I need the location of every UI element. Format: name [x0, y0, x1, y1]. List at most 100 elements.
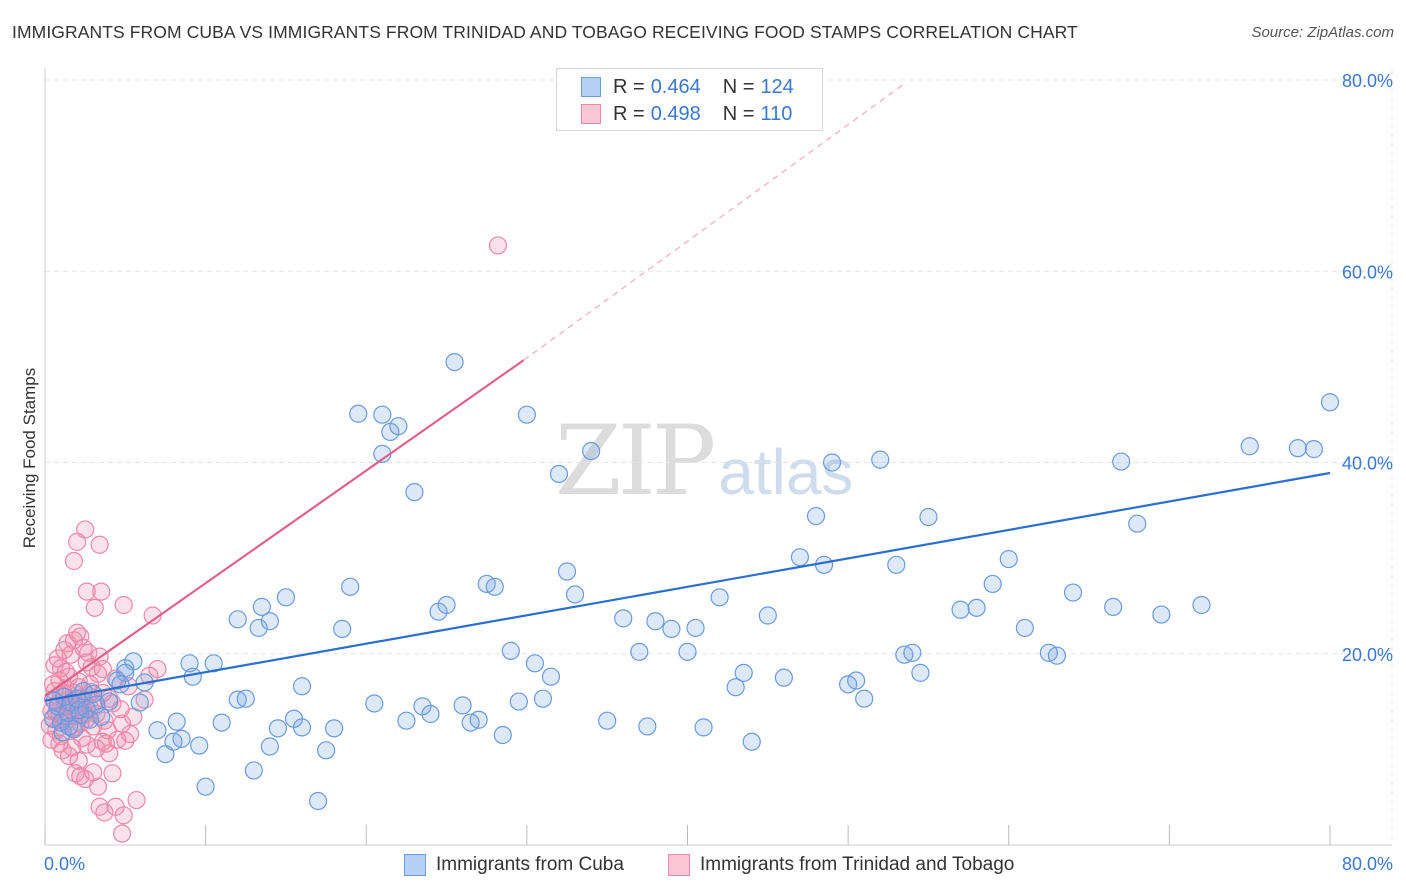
cuba-point — [130, 693, 149, 712]
cuba-point — [847, 671, 866, 690]
cuba-point — [557, 562, 577, 581]
cuba-point — [260, 737, 279, 756]
cuba-point — [967, 598, 986, 617]
tt-point — [79, 643, 98, 662]
cuba-point — [1128, 514, 1147, 533]
tt-point — [68, 532, 87, 551]
cuba-point — [333, 619, 352, 638]
tt-point — [88, 777, 108, 796]
cuba-point — [308, 791, 328, 811]
cuba-point — [525, 654, 545, 673]
cuba-point — [509, 692, 528, 711]
cuba-point — [249, 618, 268, 638]
cuba-point — [758, 606, 777, 625]
tt-points — [40, 236, 508, 843]
cuba-point — [260, 612, 279, 631]
cuba-point — [92, 707, 111, 726]
cuba-point — [806, 506, 826, 526]
legend-swatch-tt — [668, 854, 690, 876]
cuba-point — [1288, 439, 1307, 458]
cuba-point — [252, 597, 271, 616]
cuba-point — [373, 405, 392, 424]
cuba-point — [662, 619, 681, 638]
tt-point — [66, 764, 85, 783]
tt-point — [95, 803, 114, 822]
tt-point — [116, 731, 135, 750]
tt-point — [92, 582, 111, 601]
tt-point — [488, 236, 508, 255]
cuba-point — [236, 689, 255, 708]
cuba-point — [742, 732, 761, 751]
cuba-point — [911, 663, 930, 682]
cuba-point — [212, 713, 231, 732]
tt-point — [103, 764, 122, 783]
cuba-point — [493, 725, 512, 745]
legend-item-cuba[interactable]: Immigrants from Cuba — [404, 854, 624, 876]
cuba-point — [549, 464, 569, 484]
cuba-point — [1240, 437, 1259, 456]
y-tick-label: 60.0% — [1342, 262, 1393, 282]
legend-r-label: R = — [613, 102, 645, 125]
tt-point — [100, 744, 119, 763]
cuba-point — [694, 718, 713, 737]
cuba-point — [292, 718, 312, 737]
cuba-point — [983, 574, 1002, 594]
cuba-point — [1047, 646, 1067, 665]
tt-point — [64, 551, 84, 571]
cuba-point — [887, 555, 906, 574]
cuba-point — [116, 663, 135, 682]
y-tick-label: 20.0% — [1342, 645, 1393, 665]
x-tick-label-max: 80.0% — [1342, 854, 1393, 874]
cuba-point — [421, 704, 440, 724]
cuba-point — [951, 600, 970, 619]
cuba-point — [276, 588, 296, 607]
legend-r-value: 0.464 — [650, 75, 701, 98]
chart-title: IMMIGRANTS FROM CUBA VS IMMIGRANTS FROM … — [12, 22, 1078, 42]
tt-point — [114, 806, 133, 825]
legend-swatch-cuba — [581, 77, 601, 97]
cuba-point — [790, 548, 810, 567]
tt-point — [88, 664, 108, 683]
cuba-point — [341, 577, 360, 596]
cuba-point — [397, 711, 416, 730]
cuba-point — [1063, 583, 1083, 602]
cuba-point — [244, 761, 263, 780]
axes — [44, 68, 1392, 846]
cuba-point — [325, 719, 344, 738]
legend-swatch-cuba — [404, 854, 426, 876]
legend-r-value: 0.498 — [650, 102, 701, 125]
cuba-point — [167, 712, 186, 731]
cuba-point — [1104, 597, 1123, 616]
cuba-point — [453, 696, 472, 715]
cuba-point — [678, 642, 697, 661]
legend-row-cuba: R = 0.464 N = 124 — [581, 75, 794, 99]
tt-point — [93, 732, 112, 751]
tt-point — [148, 659, 167, 679]
cuba-point — [903, 643, 922, 662]
cuba-point — [822, 453, 842, 472]
y-tick-label: 40.0% — [1342, 454, 1393, 474]
cuba-point — [999, 549, 1018, 569]
cuba-point — [69, 701, 88, 720]
cuba-point — [646, 612, 665, 631]
tt-point — [114, 595, 133, 615]
legend-item-tt[interactable]: Immigrants from Trinidad and Tobago — [668, 854, 1014, 876]
tt-point — [90, 797, 109, 816]
tt-point — [85, 598, 104, 617]
tt-point — [84, 763, 103, 782]
cuba-point — [349, 404, 368, 423]
cuba-point — [190, 736, 209, 755]
cuba-point — [292, 677, 312, 696]
trend-lines — [44, 83, 1331, 702]
watermark-atlas: atlas — [718, 436, 854, 508]
cuba-point — [814, 555, 834, 574]
tt-point — [82, 658, 101, 677]
correlation-legend: R = 0.464 N = 124 R = 0.498 N = 110 — [556, 68, 823, 131]
cuba-point — [180, 654, 199, 673]
cuba-point — [59, 717, 79, 736]
cuba-point — [445, 352, 464, 372]
tt-point — [71, 627, 90, 646]
cuba-point — [437, 595, 456, 615]
legend-row-tt: R = 0.498 N = 110 — [581, 102, 792, 126]
